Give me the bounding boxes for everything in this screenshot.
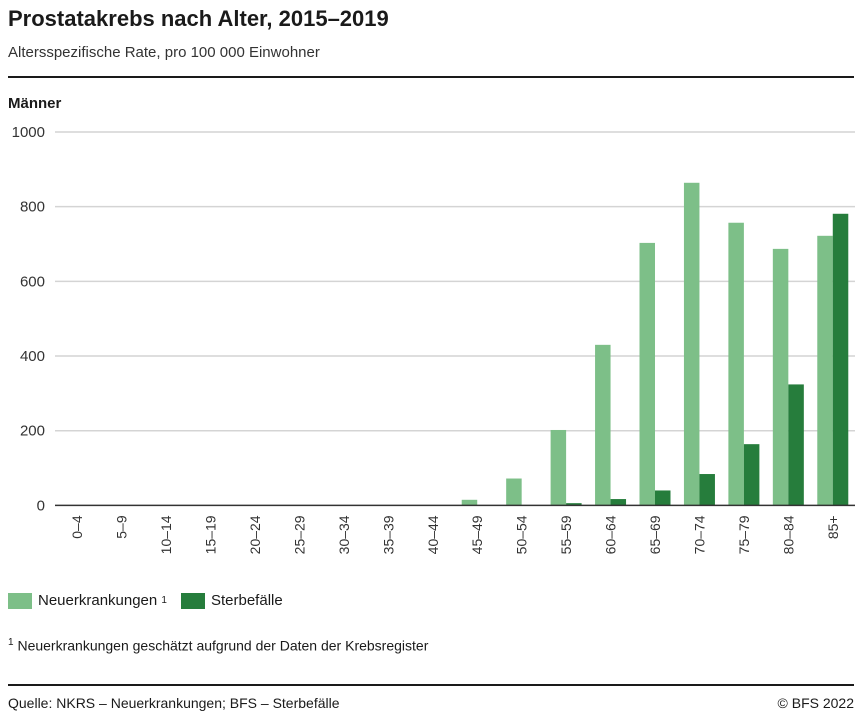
bar-new-cases — [817, 235, 833, 506]
x-tick-label: 35–39 — [380, 515, 396, 554]
bar-new-cases — [595, 344, 611, 506]
y-tick-label: 1000 — [12, 124, 45, 141]
x-tick-label: 65–69 — [647, 515, 663, 554]
source: Quelle: NKRS – Neuerkrankungen; BFS – St… — [8, 695, 340, 711]
footnote-text: Neuerkrankungen geschätzt aufgrund der D… — [17, 637, 429, 654]
x-tick-label: 5–9 — [114, 515, 130, 539]
chart-subtitle: Altersspezifische Rate, pro 100 000 Einw… — [8, 44, 320, 61]
bar-deaths — [743, 444, 760, 506]
x-tick-label: 20–24 — [247, 515, 263, 554]
footnote: 1 Neuerkrankungen geschätzt aufgrund der… — [8, 637, 428, 654]
legend-swatch-deaths — [180, 592, 205, 609]
bar-new-cases — [461, 499, 478, 506]
x-tick-label: 10–14 — [158, 515, 174, 554]
legend-label-new-cases: Neuerkrankungen — [38, 592, 158, 609]
bottom-divider — [8, 684, 854, 686]
chart-title: Prostatakrebs nach Alter, 2015–2019 — [8, 6, 389, 31]
bar-deaths — [832, 213, 849, 506]
bar-new-cases — [772, 248, 789, 506]
x-tick-label: 30–34 — [336, 515, 352, 554]
bar-chart: 0 200 400 600 800 1000 0–4 5–9 10–14 15–19 20–24 25… — [12, 124, 855, 554]
x-tick-label: 60–64 — [603, 515, 619, 554]
x-tick-label: 0–4 — [69, 515, 85, 539]
legend-swatch-new-cases — [8, 592, 32, 609]
x-tick-label: 45–49 — [469, 515, 485, 554]
x-tick-label: 75–79 — [736, 515, 752, 554]
bar-deaths — [610, 499, 627, 506]
x-tick-label: 80–84 — [780, 515, 796, 554]
y-tick-label: 0 — [37, 497, 45, 514]
y-tick-label: 400 — [20, 348, 45, 365]
x-tick-label: 55–59 — [558, 515, 574, 554]
bar-deaths — [655, 490, 671, 506]
legend-label-deaths: Sterbefälle — [210, 592, 283, 609]
x-tick-label: 85+ — [825, 515, 841, 539]
x-tick-label: 50–54 — [514, 515, 530, 554]
footnote-mark: 1 — [8, 637, 14, 648]
x-tick-label: 40–44 — [425, 515, 441, 554]
bar-new-cases — [550, 429, 567, 506]
bar-new-cases — [639, 242, 655, 506]
bar-deaths — [788, 384, 804, 506]
x-tick-label: 15–19 — [203, 515, 219, 554]
bar-new-cases — [728, 222, 744, 506]
panel-label: Männer — [8, 95, 62, 112]
x-tick-label: 25–29 — [291, 515, 307, 554]
bar-new-cases — [506, 478, 522, 506]
copyright: © BFS 2022 — [777, 695, 854, 711]
y-tick-label: 600 — [20, 273, 45, 290]
y-tick-label: 200 — [20, 423, 45, 440]
bar-deaths — [566, 503, 582, 506]
bar-new-cases — [683, 182, 700, 506]
bar-deaths — [699, 474, 715, 506]
y-tick-label: 800 — [20, 199, 45, 216]
legend: Neuerkrankungen 1 Sterbefälle — [8, 592, 283, 609]
top-divider — [8, 76, 854, 78]
legend-footnote-mark: 1 — [161, 595, 167, 606]
x-tick-label: 70–74 — [691, 515, 707, 554]
